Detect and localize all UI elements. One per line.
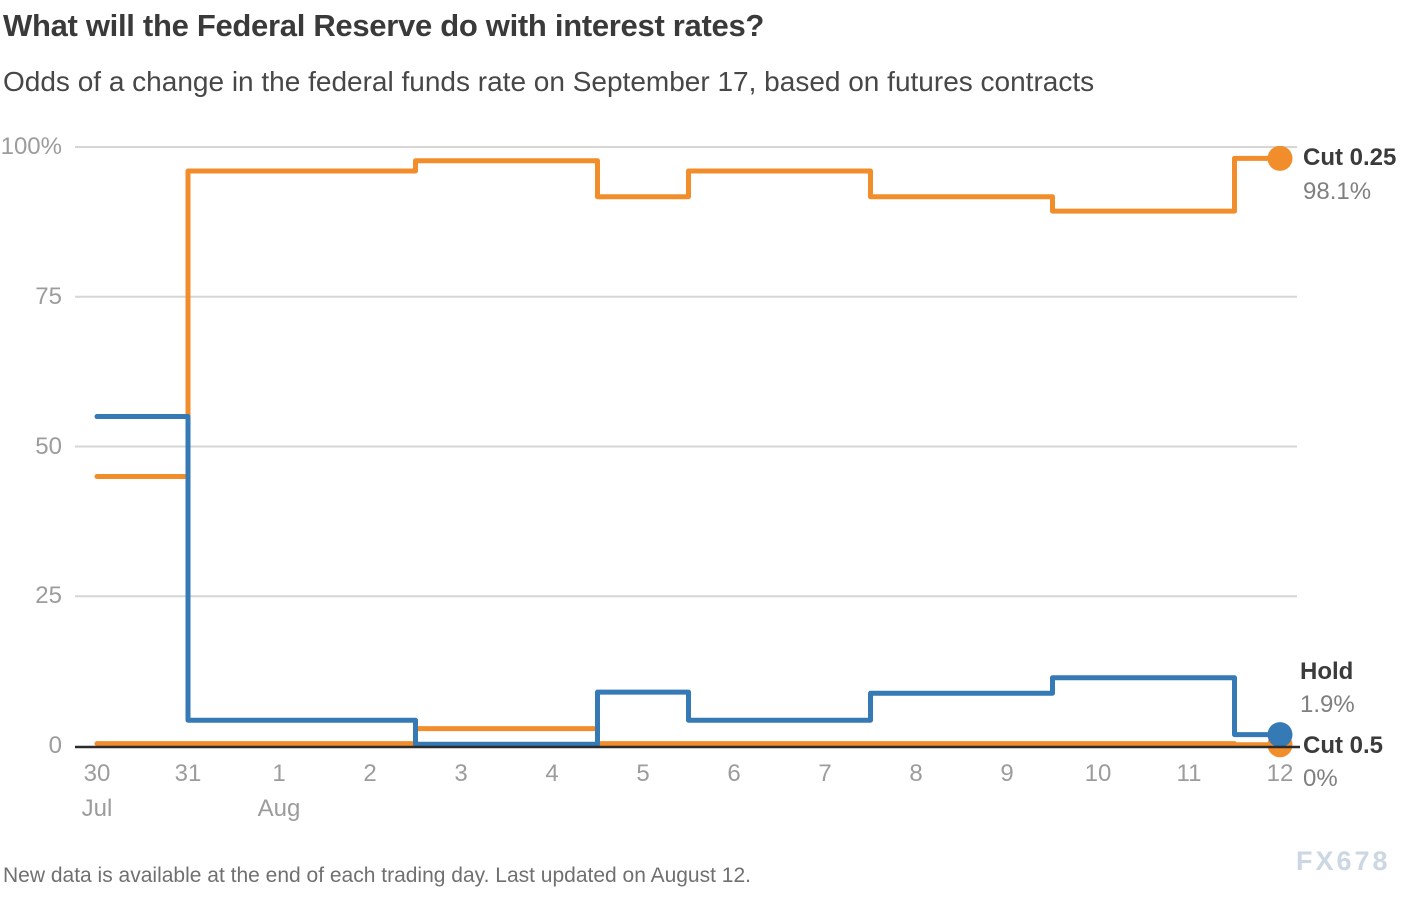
x-tick-label: 8 [909, 760, 923, 787]
x-tick-label: 9 [1000, 760, 1014, 787]
x-tick-label: 11 [1176, 760, 1202, 787]
cut-0-25-line [94, 155, 1283, 479]
x-tick-label: 10 [1084, 760, 1112, 787]
x-tick-label: 7 [818, 760, 832, 787]
page-subtitle: Odds of a change in the federal funds ra… [3, 66, 1095, 97]
cut-0-5-line [94, 726, 1283, 748]
x-tick-label: 12 [1266, 760, 1294, 787]
series-value-cut025: 98.1% [1303, 178, 1372, 205]
footer-note: New data is available at the end of each… [3, 864, 751, 887]
y-tick-label: 100% [0, 133, 62, 160]
hold-end-dot [1267, 722, 1293, 748]
x-tick-label: 1 [272, 760, 286, 787]
x-tick-label: 6 [727, 760, 741, 787]
y-tick-label: 0 [48, 732, 62, 759]
y-tick-label: 75 [35, 282, 62, 310]
series-label-cut025: Cut 0.25 [1303, 144, 1397, 171]
x-month-label: Jul [81, 795, 113, 822]
x-tick-label: 3 [454, 760, 468, 787]
x-month-label: Aug [257, 795, 301, 822]
series-value-cut05: 0% [1303, 765, 1338, 792]
y-tick-label: 25 [35, 582, 62, 610]
watermark-logo: FX678 [1296, 846, 1391, 876]
cut-0-25-end-dot [1267, 145, 1293, 171]
hold-line [94, 414, 1283, 747]
x-tick-label: 4 [545, 760, 559, 787]
series-label-cut05: Cut 0.5 [1303, 732, 1384, 759]
x-tick-label: 2 [363, 760, 377, 787]
series-label-hold: Hold [1300, 658, 1354, 685]
series-value-hold: 1.9% [1300, 691, 1355, 718]
y-tick-label: 50 [35, 432, 62, 460]
x-tick-label: 31 [174, 760, 202, 787]
page-title: What will the Federal Reserve do with in… [3, 8, 765, 43]
x-tick-label: 30 [83, 760, 111, 787]
x-tick-label: 5 [636, 760, 650, 787]
